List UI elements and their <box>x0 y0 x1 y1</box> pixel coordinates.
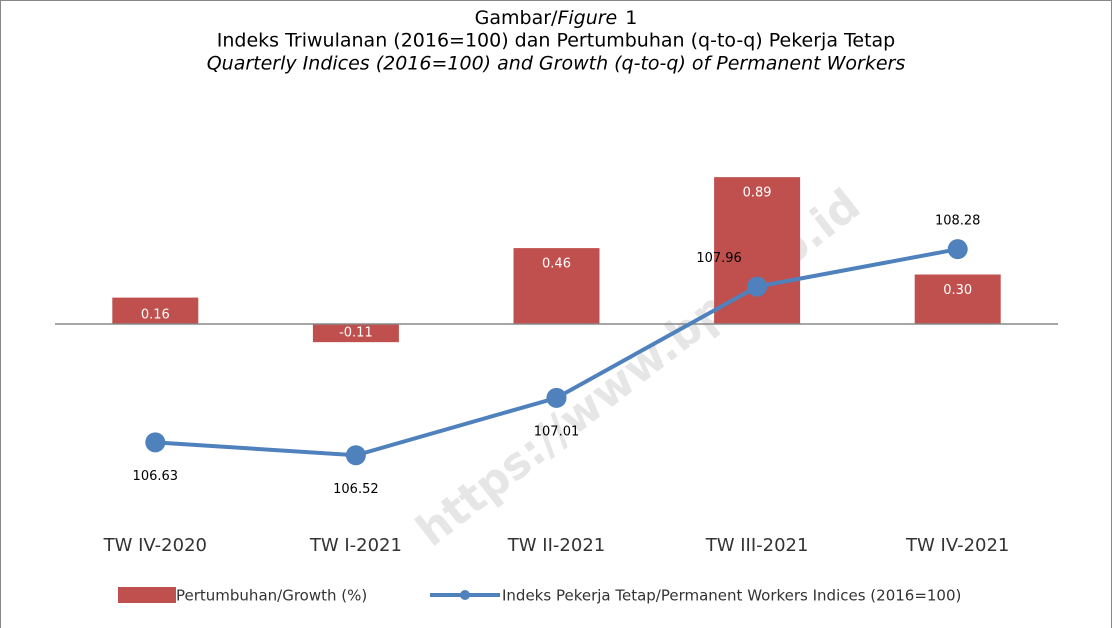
title-part: 1 <box>625 7 637 29</box>
line-point <box>345 445 366 466</box>
data-label: 0.30 <box>943 283 972 298</box>
legend-swatch <box>460 590 470 600</box>
subtitle: Indeks Triwulanan (2016=100) dan Pertumb… <box>217 30 895 52</box>
x-tick-label: TW III-2021 <box>705 535 809 556</box>
data-label: 106.63 <box>133 469 179 484</box>
line-point <box>947 239 968 260</box>
bar <box>112 297 199 324</box>
bar <box>513 248 600 324</box>
line-point <box>747 276 768 297</box>
chart-title: Gambar/Figure 1 <box>475 7 638 29</box>
legend-label: Pertumbuhan/Growth (%) <box>176 587 367 605</box>
bar <box>914 274 1001 324</box>
data-label: 0.16 <box>141 307 170 322</box>
bar <box>714 177 801 324</box>
subtitle: Quarterly Indices (2016=100) and Growth … <box>207 53 906 75</box>
data-label: -0.11 <box>339 326 373 341</box>
x-tick-label: TW IV-2021 <box>905 535 1009 556</box>
x-tick-label: TW II-2021 <box>507 535 605 556</box>
data-label: 0.46 <box>542 257 571 272</box>
title-part: Figure <box>557 7 617 29</box>
data-label: 0.89 <box>743 186 772 201</box>
data-label: 106.52 <box>333 482 379 497</box>
title-part: Gambar/ <box>475 7 558 29</box>
data-label: 107.01 <box>534 424 580 439</box>
x-tick-label: TW I-2021 <box>309 535 402 556</box>
line-point <box>546 387 567 408</box>
legend-label: Indeks Pekerja Tetap/Permanent Workers I… <box>502 587 961 605</box>
bar <box>312 324 399 343</box>
legend-swatch <box>118 587 176 603</box>
data-label: 108.28 <box>935 214 981 229</box>
x-tick-label: TW IV-2020 <box>103 535 207 556</box>
data-label: 107.96 <box>696 251 742 266</box>
line-point <box>145 432 166 453</box>
